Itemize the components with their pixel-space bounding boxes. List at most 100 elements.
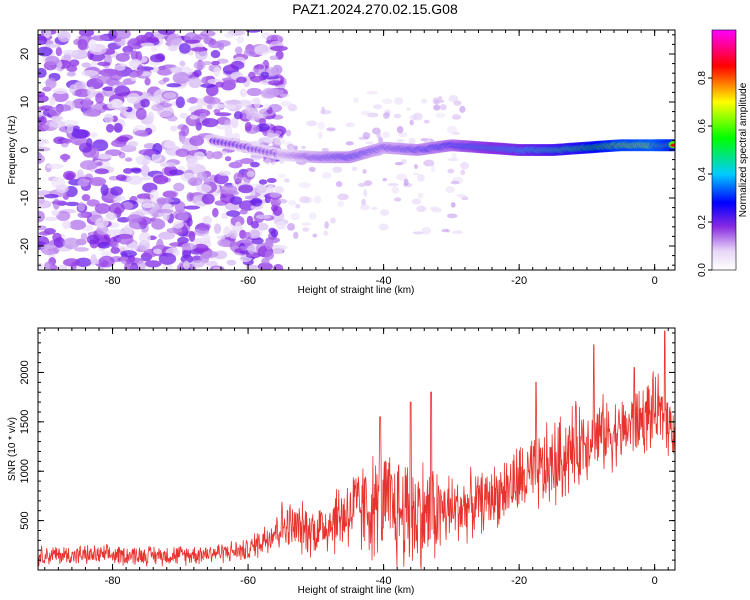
heatmap-cell — [117, 216, 130, 223]
heatmap-cell — [130, 50, 139, 61]
heatmap-cell — [412, 172, 419, 176]
heatmap-cell — [116, 174, 127, 181]
x-tick-label: -20 — [511, 575, 527, 587]
heatmap-cell — [246, 87, 262, 97]
heatmap-cell — [249, 229, 261, 239]
heatmap-cell — [286, 143, 295, 151]
heatmap-cell — [230, 117, 239, 129]
heatmap-cell — [265, 88, 284, 96]
chart-title: PAZ1.2024.270.02.15.G08 — [292, 1, 458, 17]
heatmap-cell — [211, 151, 223, 160]
heatmap-cell — [100, 184, 109, 196]
heatmap-cell — [409, 119, 414, 126]
heatmap-cell — [191, 260, 205, 268]
heatmap-cell — [81, 194, 91, 202]
heatmap-cell — [38, 210, 45, 223]
heatmap-cell — [206, 97, 221, 105]
heatmap-cell — [453, 100, 462, 106]
heatmap-cell — [308, 166, 316, 172]
heatmap-cell — [40, 244, 57, 249]
heatmap-cell — [196, 98, 204, 110]
heatmap-cell — [124, 157, 133, 162]
heatmap-cell — [61, 119, 79, 127]
heatmap-cell — [450, 202, 456, 208]
x-tick-label: -20 — [511, 275, 527, 287]
heatmap-cell — [459, 105, 466, 113]
heatmap-cell — [400, 159, 407, 165]
heatmap-cell — [74, 247, 90, 252]
heatmap-cell — [94, 168, 109, 175]
heatmap-cell — [45, 55, 60, 66]
heatmap-cell — [156, 238, 164, 251]
heatmap-cell — [269, 45, 288, 52]
heatmap-cell — [218, 170, 232, 176]
heatmap-cell — [337, 193, 349, 201]
heatmap-cell — [38, 262, 44, 269]
heatmap-cell — [62, 258, 81, 267]
heatmap-cell — [190, 47, 208, 52]
heatmap-cell — [38, 138, 47, 145]
heatmap-cell — [80, 70, 99, 77]
heatmap-cell — [212, 266, 221, 270]
heatmap-cell — [214, 250, 228, 260]
heatmap-cell — [264, 239, 274, 250]
heatmap-cell — [128, 71, 139, 78]
heatmap-cell — [167, 115, 178, 122]
x-axis-label-top: Height of straight line (km) — [298, 285, 415, 296]
heatmap-cell — [254, 64, 265, 70]
heatmap-cell — [166, 227, 183, 234]
heatmap-cell — [364, 141, 374, 145]
heatmap-cell — [394, 97, 404, 105]
y-tick-label: 0 — [19, 147, 31, 153]
heatmap-cell — [298, 182, 311, 189]
heatmap-cell — [65, 201, 80, 207]
colorbar-tick-label: 0.8 — [697, 71, 708, 85]
heatmap-cell — [77, 202, 86, 212]
heatmap-cell — [175, 148, 190, 158]
heatmap-cell — [258, 179, 268, 185]
heatmap-cell — [113, 122, 123, 133]
heatmap-cell — [149, 189, 159, 202]
heatmap-cell — [275, 130, 283, 135]
heatmap-cell — [135, 198, 152, 204]
heatmap-cell — [244, 121, 252, 132]
heatmap-cell — [192, 243, 209, 253]
heatmap-cell — [205, 150, 214, 160]
heatmap-cell — [246, 170, 255, 178]
heatmap-cell — [324, 221, 329, 229]
heatmap-cell — [90, 254, 97, 266]
heatmap-cell — [53, 237, 66, 248]
snr-series-line — [38, 330, 675, 570]
heatmap-cell — [105, 149, 122, 157]
heatmap-cell — [153, 217, 162, 227]
heatmap-cell — [233, 111, 243, 120]
heatmap-cell — [224, 32, 234, 39]
heatmap-cell — [211, 103, 227, 109]
heatmap-cell — [195, 184, 212, 194]
heatmap-cell — [156, 197, 167, 204]
heatmap-cell — [393, 113, 402, 119]
heatmap-cell — [152, 248, 162, 255]
heatmap-cell — [186, 192, 194, 202]
heatmap-cell — [131, 168, 142, 174]
heatmap-cell — [366, 91, 379, 95]
heatmap-cell — [44, 261, 53, 270]
heatmap-cell — [193, 151, 205, 160]
heatmap-cell — [87, 86, 96, 99]
heatmap-cell — [189, 115, 199, 120]
snr-panel: -80 -60 -40 -20 0 500 1000 1500 2000 Height of s… — [7, 327, 676, 596]
heatmap-cell — [95, 92, 104, 104]
heatmap-cell — [153, 174, 169, 185]
heatmap-cell — [134, 129, 149, 137]
heatmap-cell — [117, 233, 134, 245]
heatmap-cell — [460, 161, 469, 170]
heatmap-cell — [416, 205, 427, 213]
heatmap-cell — [141, 175, 153, 181]
heatmap-cell — [38, 35, 48, 45]
heatmap-cell — [148, 95, 158, 102]
heatmap-cell — [97, 61, 111, 66]
heatmap-cell — [212, 207, 219, 218]
heatmap-cell — [274, 186, 284, 194]
heatmap-cell — [179, 60, 186, 67]
heatmap-cell — [151, 152, 162, 163]
